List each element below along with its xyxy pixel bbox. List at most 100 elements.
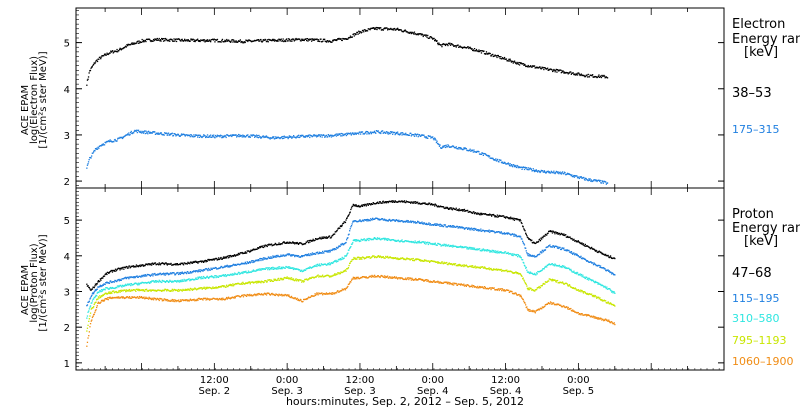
data-point <box>182 263 184 265</box>
data-point <box>211 268 213 271</box>
data-point <box>349 262 351 264</box>
data-point <box>513 233 516 235</box>
data-point <box>527 66 529 68</box>
data-point <box>421 33 423 35</box>
data-point <box>176 289 178 291</box>
data-point <box>510 61 513 63</box>
data-point <box>391 131 393 133</box>
data-point <box>382 132 384 134</box>
data-point <box>129 283 131 285</box>
data-point <box>299 40 302 42</box>
data-point <box>392 29 394 31</box>
data-point <box>327 274 329 277</box>
data-point <box>98 145 101 147</box>
data-point <box>419 259 421 261</box>
data-point <box>236 41 238 43</box>
data-point <box>583 276 585 278</box>
data-point <box>116 280 118 283</box>
data-point <box>102 294 104 297</box>
data-point <box>331 41 333 43</box>
data-point <box>99 285 101 288</box>
data-point <box>347 237 349 239</box>
data-point <box>458 226 460 228</box>
data-point <box>533 241 535 244</box>
data-point <box>335 248 337 251</box>
data-point <box>584 179 586 181</box>
data-point <box>437 262 439 264</box>
data-point <box>210 276 212 278</box>
data-point <box>181 262 183 264</box>
data-point <box>338 227 340 229</box>
data-point <box>86 84 88 86</box>
data-point <box>464 265 466 267</box>
data-point <box>128 284 130 286</box>
data-point <box>264 135 266 138</box>
data-point <box>344 270 346 272</box>
data-point <box>341 244 343 246</box>
data-point <box>175 273 177 275</box>
data-point <box>423 222 426 224</box>
data-point <box>483 267 485 269</box>
data-point <box>206 275 208 277</box>
data-point <box>265 135 268 137</box>
data-point <box>364 29 366 31</box>
data-point <box>275 254 278 257</box>
data-point <box>599 179 601 182</box>
data-point <box>328 134 330 137</box>
data-point <box>424 34 426 36</box>
data-point <box>226 284 228 286</box>
data-point <box>512 254 514 257</box>
data-point <box>132 289 134 292</box>
data-point <box>350 132 352 134</box>
data-point <box>496 252 498 254</box>
data-point <box>144 130 146 132</box>
data-point <box>478 153 481 155</box>
data-point <box>335 261 338 263</box>
data-point <box>261 41 263 43</box>
data-point <box>258 247 260 249</box>
data-point <box>262 246 265 249</box>
data-point <box>155 281 157 283</box>
data-point <box>504 269 507 272</box>
data-point <box>437 205 440 207</box>
data-point <box>426 223 428 226</box>
data-point <box>98 56 101 59</box>
data-point <box>168 39 170 41</box>
data-point <box>299 134 302 137</box>
data-point <box>242 252 245 254</box>
data-point <box>265 281 268 283</box>
data-point <box>597 75 599 77</box>
data-point <box>271 245 273 247</box>
data-point <box>98 281 100 283</box>
data-point <box>251 135 253 137</box>
data-point <box>476 266 478 269</box>
data-point <box>264 246 266 248</box>
data-point <box>366 30 369 32</box>
data-point <box>119 278 121 281</box>
data-point <box>165 289 167 291</box>
data-point <box>248 136 250 138</box>
data-point <box>463 208 466 211</box>
data-point <box>546 266 548 268</box>
data-point <box>287 277 290 279</box>
data-point <box>400 132 402 134</box>
data-point <box>455 245 457 248</box>
data-point <box>265 267 268 269</box>
data-point <box>258 40 260 42</box>
data-point <box>256 248 258 250</box>
data-point <box>503 56 506 59</box>
data-point <box>337 134 339 136</box>
data-point <box>268 137 270 139</box>
data-point <box>485 53 487 55</box>
data-point <box>146 132 148 134</box>
data-point <box>158 264 160 266</box>
data-point <box>409 201 411 203</box>
data-point <box>440 225 442 227</box>
data-point <box>500 231 502 233</box>
data-point <box>206 134 209 136</box>
data-point <box>513 219 516 221</box>
data-point <box>227 257 230 259</box>
data-point <box>216 134 219 136</box>
data-point <box>330 134 332 136</box>
data-point <box>212 258 215 260</box>
